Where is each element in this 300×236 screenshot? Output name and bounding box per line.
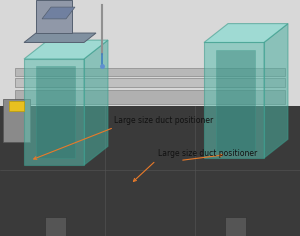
- Polygon shape: [45, 217, 66, 236]
- Polygon shape: [24, 59, 84, 165]
- Polygon shape: [216, 50, 255, 151]
- Polygon shape: [225, 217, 246, 236]
- Polygon shape: [42, 7, 75, 19]
- Polygon shape: [36, 66, 75, 158]
- Text: Large size duct positioner: Large size duct positioner: [158, 149, 257, 158]
- Polygon shape: [36, 0, 72, 33]
- Polygon shape: [84, 40, 108, 165]
- Polygon shape: [264, 24, 288, 158]
- Polygon shape: [3, 99, 30, 142]
- Text: Large size duct positioner: Large size duct positioner: [114, 116, 213, 125]
- Polygon shape: [0, 0, 300, 106]
- Polygon shape: [0, 106, 300, 236]
- Polygon shape: [15, 78, 285, 87]
- Polygon shape: [204, 24, 288, 42]
- Polygon shape: [24, 33, 96, 42]
- Polygon shape: [204, 42, 264, 158]
- Polygon shape: [9, 101, 24, 111]
- Polygon shape: [24, 40, 108, 59]
- Polygon shape: [15, 90, 285, 104]
- Polygon shape: [15, 68, 285, 76]
